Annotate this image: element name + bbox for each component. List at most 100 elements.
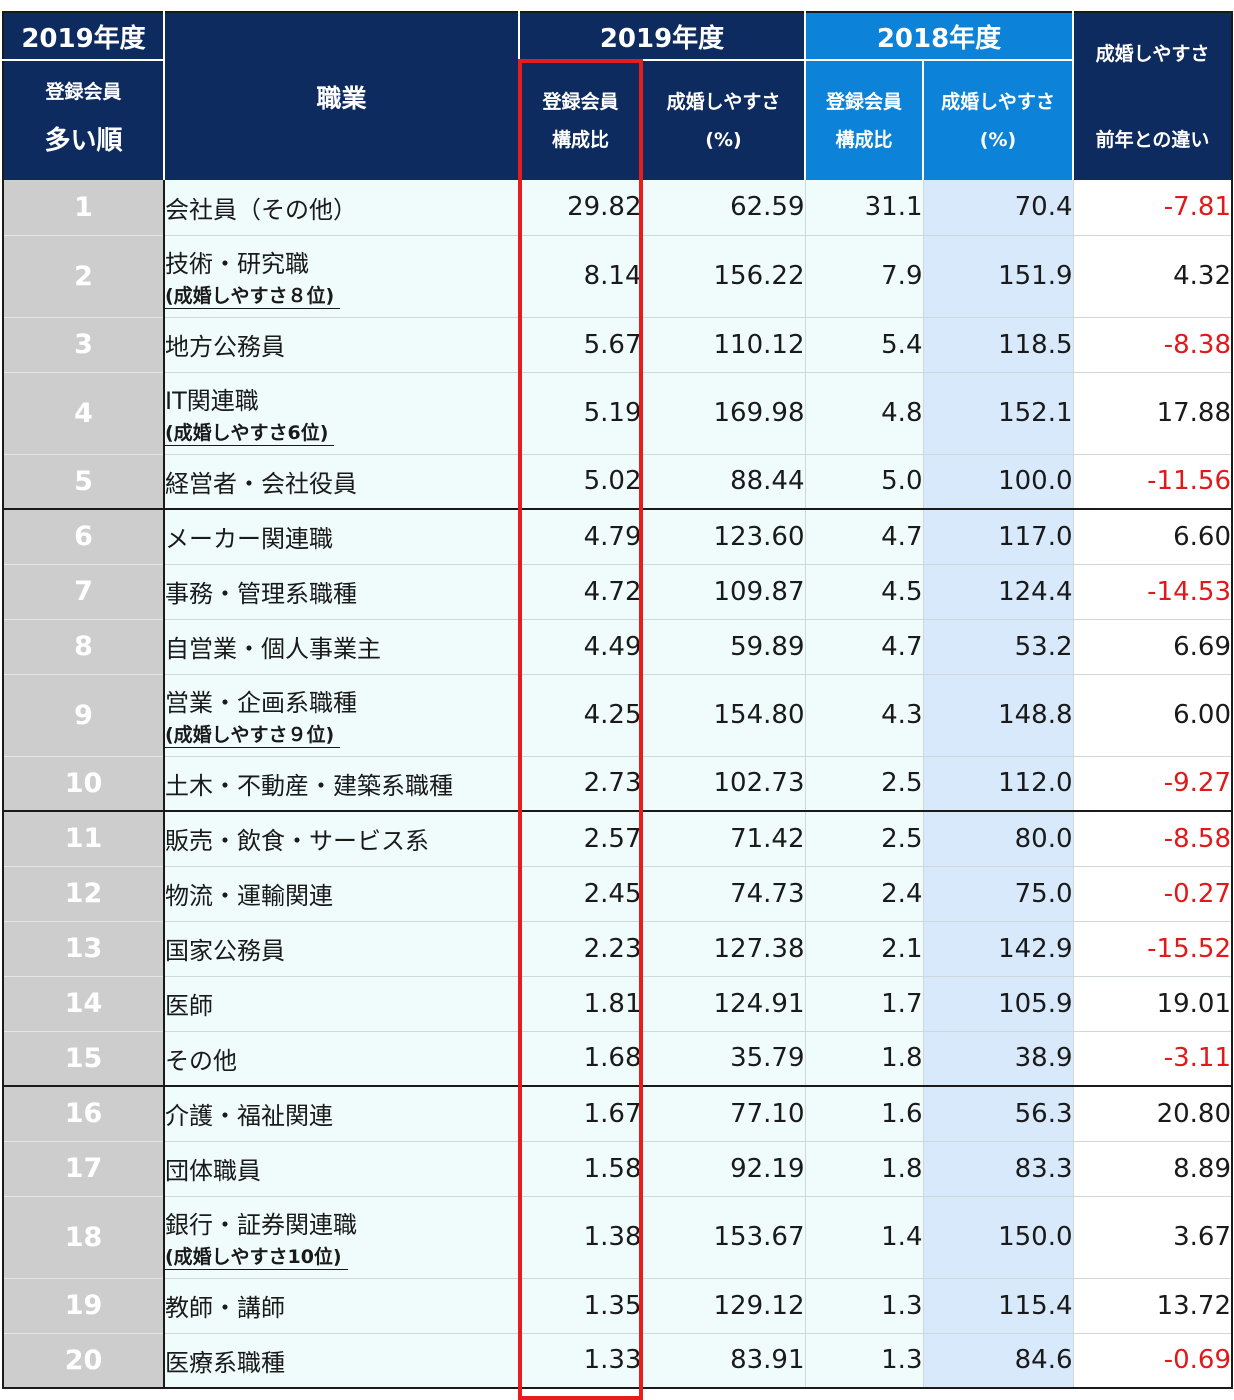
diff-column-header: 成婚しやすさ 前年との違い — [1073, 12, 1232, 180]
ratio-2018-header: 登録会員 構成比 — [805, 60, 924, 180]
job-name: 地方公務員 — [165, 333, 285, 361]
job-name: 銀行・証券関連職 — [165, 1210, 357, 1239]
ease-2018-line2: (%) — [979, 128, 1017, 151]
diff-cell: -8.58 — [1072, 811, 1232, 867]
ease-2018-cell: 148.8 — [922, 674, 1073, 757]
ease-2019-cell: 154.80 — [641, 674, 805, 757]
ease-2019-cell: 110.12 — [641, 317, 805, 373]
ratio-2018-cell: 2.5 — [804, 811, 923, 867]
job-cell: 自営業・個人事業主 — [164, 619, 519, 675]
table-row: 20 医療系職種 1.33 83.91 1.3 84.6 -0.69 — [3, 1333, 1232, 1389]
rank-cell: 12 — [3, 866, 165, 922]
ease-2019-cell: 77.10 — [641, 1086, 805, 1142]
table-row: 10 土木・不動産・建築系職種 2.73 102.73 2.5 112.0 -9.27 — [3, 756, 1232, 812]
table-body: 1 会社員（その他） 29.82 62.59 31.1 70.4 -7.81 2 技術・研究職 (… — [3, 180, 1232, 1389]
job-rank-note: (成婚しやすさ９位) — [165, 720, 341, 748]
ratio-2018-cell: 2.1 — [804, 921, 923, 977]
corner-label: 登録会員 多い順 — [3, 60, 165, 180]
diff-cell: 3.67 — [1072, 1196, 1232, 1279]
rank-cell: 16 — [3, 1086, 165, 1142]
diff-cell: 17.88 — [1072, 372, 1232, 455]
rank-cell: 20 — [3, 1333, 165, 1389]
table-row: 14 医師 1.81 124.91 1.7 105.9 19.01 — [3, 976, 1232, 1032]
ratio-2019-cell: 4.72 — [518, 564, 642, 620]
ratio-2019-cell: 1.81 — [518, 976, 642, 1032]
rank-cell: 15 — [3, 1031, 165, 1087]
job-cell: 土木・不動産・建築系職種 — [164, 756, 519, 812]
job-cell: 会社員（その他） — [164, 180, 519, 236]
job-cell: 介護・福祉関連 — [164, 1086, 519, 1142]
ratio-2019-line2: 構成比 — [551, 128, 609, 151]
job-cell: 銀行・証券関連職 (成婚しやすさ10位) — [164, 1196, 519, 1279]
rank-cell: 2 — [3, 235, 165, 318]
diff-cell: -3.11 — [1072, 1031, 1232, 1087]
rank-cell: 9 — [3, 674, 165, 757]
ease-2019-cell: 35.79 — [641, 1031, 805, 1087]
ratio-2019-header: 登録会員 構成比 — [519, 60, 643, 180]
rank-cell: 5 — [3, 454, 165, 510]
ease-2019-cell: 83.91 — [641, 1333, 805, 1389]
ratio-2019-cell: 2.45 — [518, 866, 642, 922]
ratio-2019-cell: 29.82 — [518, 180, 642, 236]
diff-cell: 6.69 — [1072, 619, 1232, 675]
ratio-2018-line2: 構成比 — [835, 128, 893, 151]
ratio-2018-cell: 7.9 — [804, 235, 923, 318]
table-row: 6 メーカー関連職 4.79 123.60 4.7 117.0 6.60 — [3, 509, 1232, 565]
ratio-2018-cell: 5.4 — [804, 317, 923, 373]
rank-cell: 8 — [3, 619, 165, 675]
ratio-2018-cell: 1.7 — [804, 976, 923, 1032]
ratio-2019-cell: 8.14 — [518, 235, 642, 318]
job-name: メーカー関連職 — [165, 525, 333, 554]
ratio-2019-cell: 5.02 — [518, 454, 642, 510]
job-name: 土木・不動産・建築系職種 — [165, 771, 453, 800]
ratio-2019-cell: 2.73 — [518, 756, 642, 812]
ease-2018-cell: 115.4 — [922, 1278, 1073, 1334]
rank-cell: 10 — [3, 756, 165, 812]
table-row: 9 営業・企画系職種 (成婚しやすさ９位) 4.25 154.80 4.3 148.8 6.0… — [3, 674, 1232, 757]
ease-2018-cell: 56.3 — [922, 1086, 1073, 1142]
job-cell: 営業・企画系職種 (成婚しやすさ９位) — [164, 674, 519, 757]
job-cell: IT関連職 (成婚しやすさ6位) — [164, 372, 519, 455]
ease-2018-cell: 142.9 — [922, 921, 1073, 977]
table-row: 17 団体職員 1.58 92.19 1.8 83.3 8.89 — [3, 1141, 1232, 1197]
job-cell: 医師 — [164, 976, 519, 1032]
job-name: その他 — [165, 1046, 237, 1075]
rank-cell: 6 — [3, 509, 165, 565]
diff-cell: 19.01 — [1072, 976, 1232, 1032]
table-row: 4 IT関連職 (成婚しやすさ6位) 5.19 169.98 4.8 152.1 17.88 — [3, 372, 1232, 455]
job-cell: 地方公務員 — [164, 317, 519, 373]
ease-2018-cell: 117.0 — [922, 509, 1073, 565]
ease-2019-cell: 124.91 — [641, 976, 805, 1032]
table-row: 18 銀行・証券関連職 (成婚しやすさ10位) 1.38 153.67 1.4 150.0 3… — [3, 1196, 1232, 1279]
ratio-2018-cell: 31.1 — [804, 180, 923, 236]
job-cell: 経営者・会社役員 — [164, 454, 519, 510]
rank-cell: 7 — [3, 564, 165, 620]
diff-cell: -8.38 — [1072, 317, 1232, 373]
diff-cell: -11.56 — [1072, 454, 1232, 510]
diff-cell: 6.00 — [1072, 674, 1232, 757]
job-cell: 国家公務員 — [164, 921, 519, 977]
job-rank-note: (成婚しやすさ８位) — [165, 281, 341, 309]
corner-line1: 登録会員 — [45, 80, 122, 103]
job-rank-note: (成婚しやすさ10位) — [165, 1242, 348, 1270]
table-row: 1 会社員（その他） 29.82 62.59 31.1 70.4 -7.81 — [3, 180, 1232, 236]
diff-cell: 8.89 — [1072, 1141, 1232, 1197]
job-name: IT関連職 — [165, 386, 259, 415]
ease-2018-cell: 83.3 — [922, 1141, 1073, 1197]
diff-cell: -7.81 — [1072, 180, 1232, 236]
ratio-2018-cell: 4.7 — [804, 619, 923, 675]
job-name: 経営者・会社役員 — [165, 469, 357, 498]
rank-cell: 19 — [3, 1278, 165, 1334]
job-name: 事務・管理系職種 — [165, 580, 357, 608]
job-name: 販売・飲食・サービス系 — [165, 827, 429, 856]
occupation-table: 2019年度 職業 2019年度 2018年度 成婚しやすさ 前年との違い 登録… — [2, 11, 1233, 1389]
ease-2019-cell: 153.67 — [641, 1196, 805, 1279]
ratio-2018-cell: 2.4 — [804, 866, 923, 922]
ratio-2019-cell: 5.19 — [518, 372, 642, 455]
rank-cell: 4 — [3, 372, 165, 455]
job-name: 技術・研究職 — [165, 249, 309, 278]
job-cell: 技術・研究職 (成婚しやすさ８位) — [164, 235, 519, 318]
job-cell: メーカー関連職 — [164, 509, 519, 565]
diff-cell: -9.27 — [1072, 756, 1232, 812]
corner-line2: 多い順 — [44, 125, 123, 156]
